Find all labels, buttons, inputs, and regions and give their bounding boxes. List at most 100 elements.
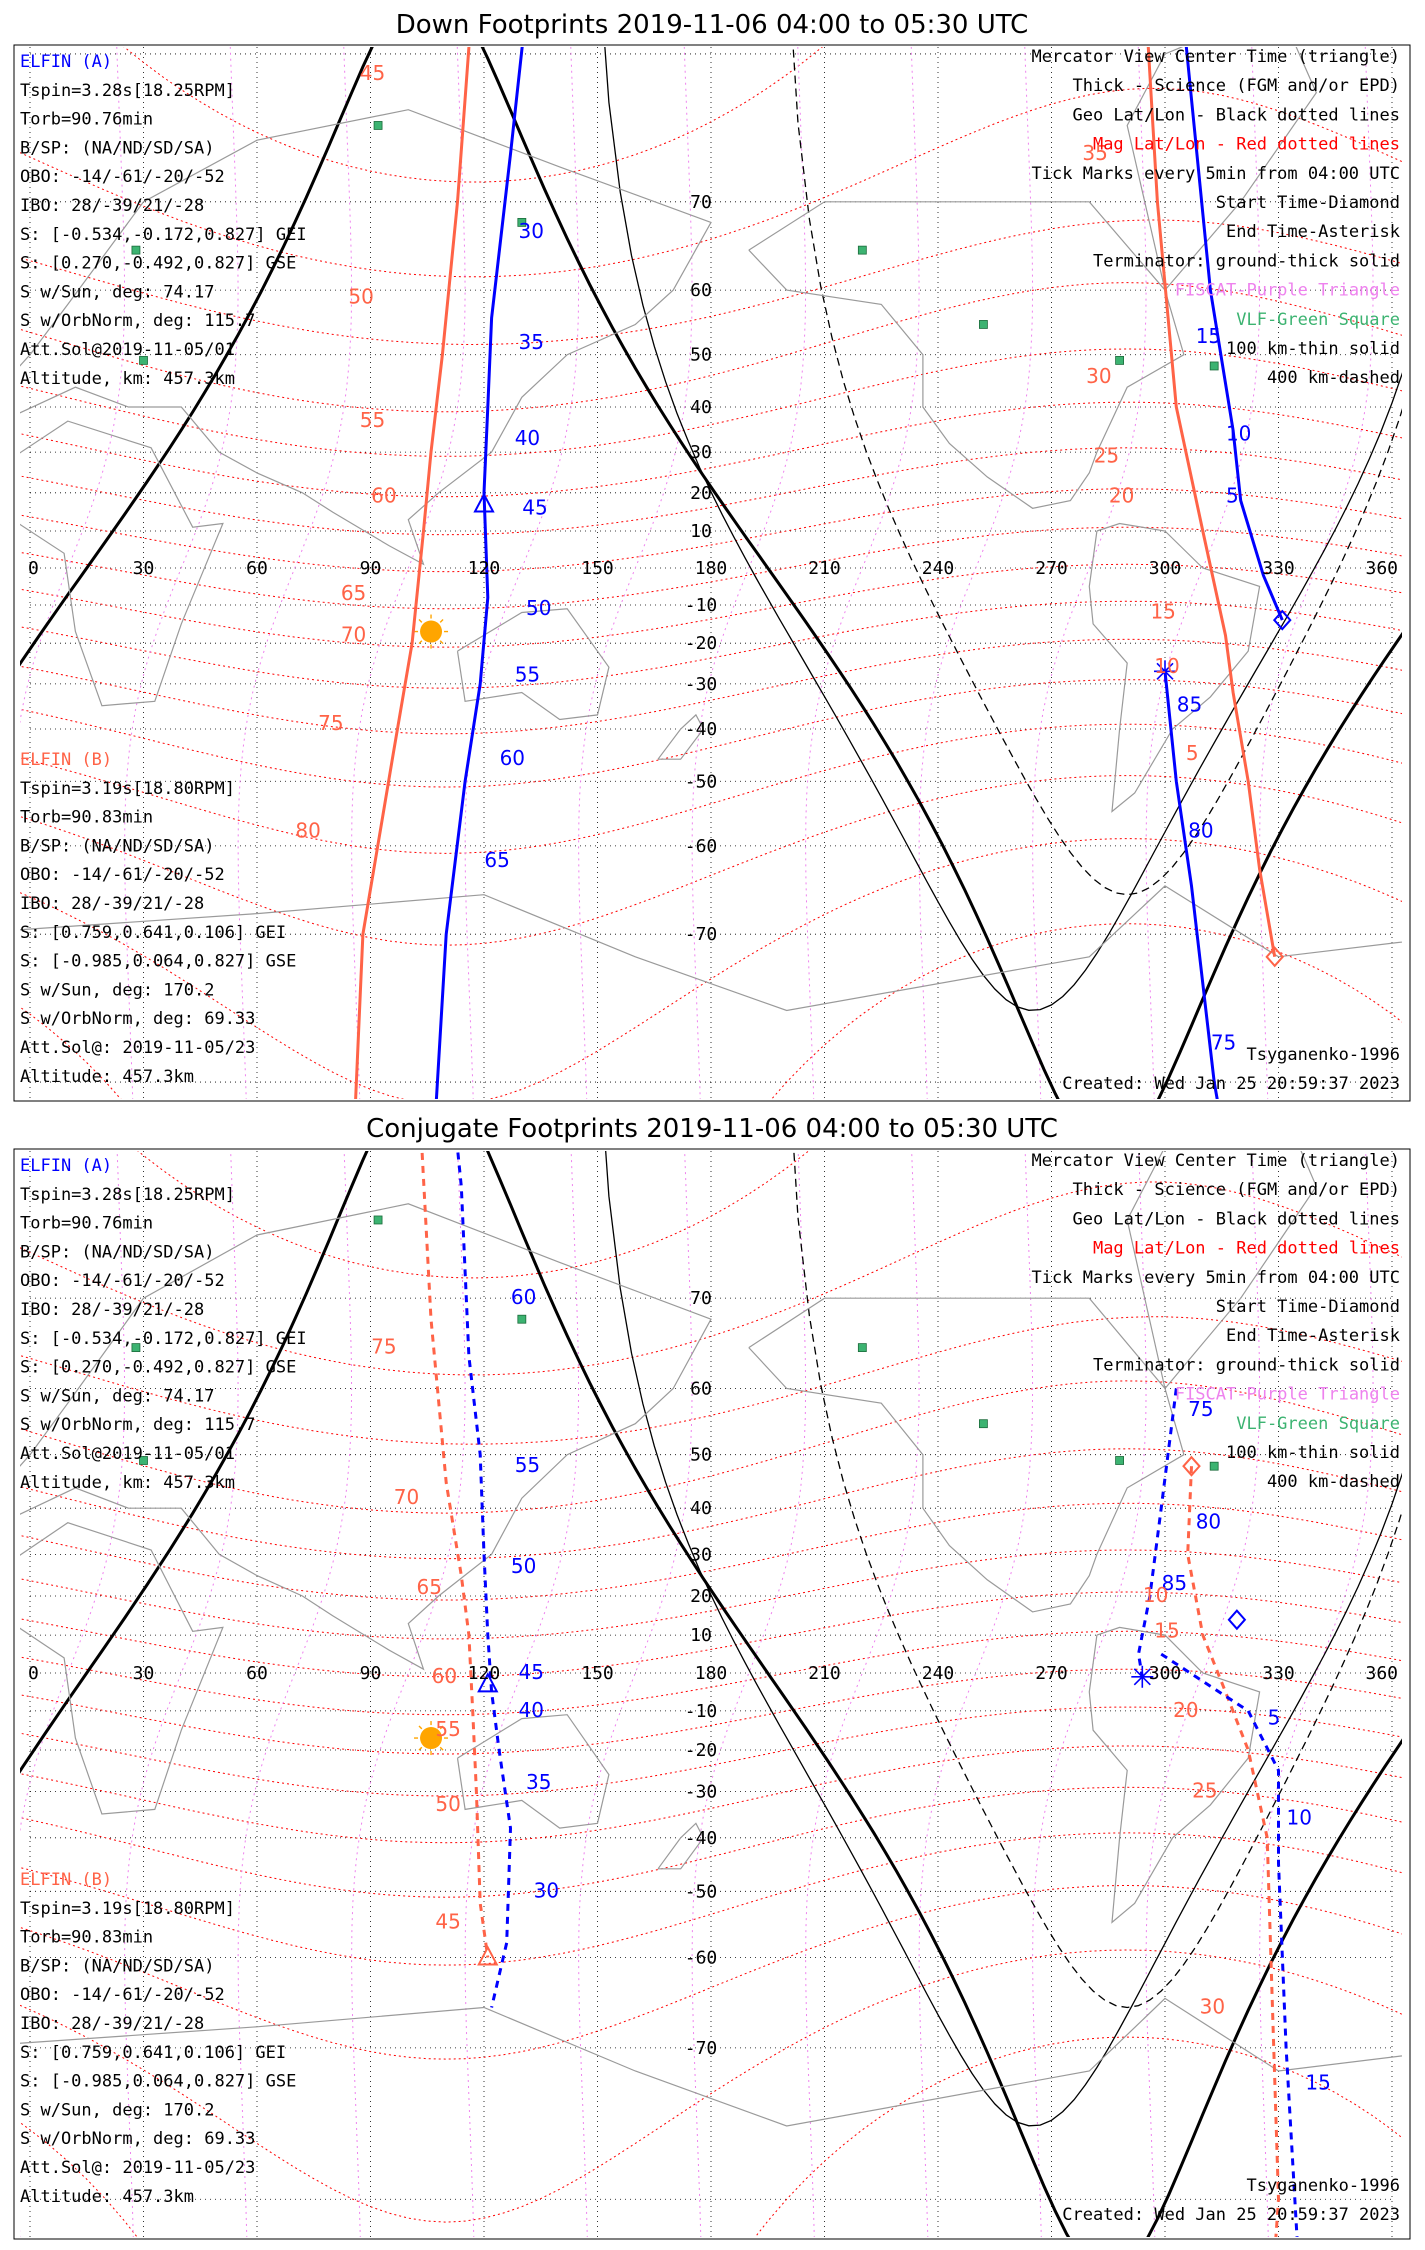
mag-latitude-line xyxy=(20,87,1402,278)
created-label: Created: Wed Jan 25 20:59:37 2023 xyxy=(1062,2205,1400,2225)
elfin-b-start-diamond xyxy=(1182,1455,1201,1477)
elfin-b-tick-label: 15 xyxy=(1154,1618,1179,1642)
elfin-a-center-triangle xyxy=(477,1672,499,1693)
latitude-tick-label: 50 xyxy=(690,345,712,366)
elfin-a-label: ELFIN (A) xyxy=(20,52,112,72)
legend-entry: FISCAT-Purple Triangle xyxy=(1175,281,1400,301)
elfin-a-tick-label: 30 xyxy=(534,1878,559,1902)
panel-frame xyxy=(13,1148,1411,2240)
legend-entry: 400 km-dashed xyxy=(1267,1472,1400,1492)
vlf-station-marker xyxy=(139,356,148,365)
elfin-b-info-line: B/SP: (NA/ND/SD/SA) xyxy=(20,1956,214,1976)
vlf-station-marker xyxy=(979,1419,988,1429)
elfin-b-tick-label: 55 xyxy=(360,408,385,432)
latitude-tick-label: -70 xyxy=(685,2038,718,2059)
elfin-a-info-line: S w/OrbNorm, deg: 115.7 xyxy=(20,1415,255,1435)
coastline xyxy=(20,109,712,566)
elfin-a-tick-label: 80 xyxy=(1188,819,1213,843)
coastline xyxy=(1088,522,1261,813)
latitude-tick-label: 50 xyxy=(690,1445,712,1466)
elfin-a-info-line: S: [-0.534,-0.172,0.827] GEI xyxy=(20,1329,307,1349)
elfin-b-tick-label: 65 xyxy=(341,581,366,605)
mag-latitude-line xyxy=(20,219,1402,346)
legend-entry: Thick - Science (FGM and/or EPD) xyxy=(1072,76,1400,96)
latitude-tick-label: -40 xyxy=(685,719,718,740)
legend-entry: Start Time-Diamond xyxy=(1216,193,1400,213)
longitude-tick-label: 240 xyxy=(922,558,955,579)
elfin-a-tick-label: 45 xyxy=(522,495,547,519)
terminator-ground xyxy=(20,1151,1402,2237)
elfin-b-tick-label: 25 xyxy=(1192,1779,1217,1803)
map-content: 60 55 50 45 40 35 30 75 80 85 5 10 15 75 70 65 60 55 50 45 1… xyxy=(20,1151,1402,2237)
elfin-b-info-line: S w/OrbNorm, deg: 69.33 xyxy=(20,1009,255,1029)
sun-ray xyxy=(439,640,444,645)
elfin-b-info-line: Tspin=3.19s[18.80RPM] xyxy=(20,779,235,799)
legend-entry: Mercator View Center Time (triangle) xyxy=(1032,1151,1400,1171)
elfin-b-info-line: S: [-0.985,0.064,0.827] GSE xyxy=(20,952,296,972)
mag-latitude-line xyxy=(20,1549,1402,1640)
latitude-tick-label: 70 xyxy=(690,1288,712,1309)
elfin-a-info-line: IBO: 28/-39/21/-28 xyxy=(20,196,204,216)
conjugate-footprints-panel: Conjugate Footprints 2019-11-06 04:00 to… xyxy=(13,1114,1411,2240)
elfin-b-label: ELFIN (B) xyxy=(20,750,112,770)
elfin-a-info-line: Tspin=3.28s[18.25RPM] xyxy=(20,1185,235,1205)
mag-latitude-line xyxy=(20,563,1402,648)
elfin-b-tick-label: 35 xyxy=(1082,141,1107,165)
elfin-a-tick-label: 55 xyxy=(515,662,540,686)
elfin-a-info-line: S w/OrbNorm, deg: 115.7 xyxy=(20,311,255,331)
mag-latitude-line xyxy=(20,1884,1402,2060)
legend: Mercator View Center Time (triangle) Thic… xyxy=(1032,1151,1400,1492)
elfin-a-tick-label: 40 xyxy=(515,426,540,450)
elfin-a-tick-label: 35 xyxy=(518,330,543,354)
longitude-tick-label: 120 xyxy=(468,1663,501,1684)
elfin-a-info: Tspin=3.28s[18.25RPM] Torb=90.76min B/SP: … xyxy=(20,1185,307,1493)
coastline xyxy=(456,608,610,721)
mag-latitude-line xyxy=(20,1949,1402,2223)
text-overlay: ELFIN (A) Tspin=3.28s[18.25RPM] Torb=90.7… xyxy=(20,1151,1400,2225)
legend-entry: Geo Lat/Lon - Black dotted lines xyxy=(1072,105,1400,125)
longitude-tick-label: 90 xyxy=(360,1663,382,1684)
elfin-a-label: ELFIN (A) xyxy=(20,1156,112,1176)
elfin-a-info-line: Altitude, km: 457.3km xyxy=(20,1473,235,1493)
longitude-tick-label: 210 xyxy=(808,1663,841,1684)
mag-meridian-line xyxy=(351,47,466,1099)
latitude-tick-label: 30 xyxy=(690,442,712,463)
longitude-tick-label: 90 xyxy=(360,558,382,579)
mag-latitude-line xyxy=(20,447,1402,536)
legend-entry: Mercator View Center Time (triangle) xyxy=(1032,47,1400,67)
mag-latitude-line xyxy=(20,1448,1402,1560)
coastline xyxy=(748,1297,1185,1613)
legend-entry: End Time-Asterisk xyxy=(1226,222,1400,242)
elfin-a-end-asterisk xyxy=(1156,662,1174,680)
longitude-tick-label: 360 xyxy=(1365,1663,1398,1684)
coastline xyxy=(20,1997,1402,2127)
map-layer: 60 55 50 45 40 35 30 75 80 85 5 10 15 75 70 65 60 55 50 45 1… xyxy=(20,1151,1402,2237)
longitude-tick-label: 0 xyxy=(28,558,39,579)
longitude-tick-label: 330 xyxy=(1262,1663,1295,1684)
longitude-tick-label: 300 xyxy=(1149,1663,1182,1684)
longitude-tick-label: 240 xyxy=(922,1663,955,1684)
vlf-station-marker xyxy=(1209,361,1219,371)
latitude-tick-label: -10 xyxy=(685,1701,718,1722)
elfin-b-start-diamond xyxy=(1265,946,1285,968)
elfin-a-tick-label: 85 xyxy=(1162,1571,1187,1595)
coastline xyxy=(657,713,705,760)
latitude-tick-label: 10 xyxy=(690,1625,712,1646)
terminator-400km xyxy=(793,1151,1402,2009)
elfin-b-info-line: OBO: -14/-61/-20/-52 xyxy=(20,1985,225,2005)
sun-ray xyxy=(418,1746,423,1751)
elfin-b-tick-label: 20 xyxy=(1173,1698,1198,1722)
latitude-tick-label: 60 xyxy=(690,280,712,301)
elfin-a-start-diamond xyxy=(1272,609,1292,631)
legend-entry: Mag Lat/Lon - Red dotted lines xyxy=(1093,1239,1400,1259)
vlf-station-marker xyxy=(373,1215,383,1225)
latitude-tick-label: 10 xyxy=(690,521,712,542)
elfin-a-info-line: B/SP: (NA/ND/SD/SA) xyxy=(20,138,214,158)
elfin-a-info-line: S: [-0.534,-0.172,0.827] GEI xyxy=(20,225,307,245)
longitude-tick-label: 60 xyxy=(246,558,268,579)
latitude-tick-label: 30 xyxy=(690,1544,712,1565)
text-overlay: ELFIN (A) Tspin=3.28s[18.25RPM] Torb=90.7… xyxy=(20,47,1400,1094)
latitude-tick-label: -30 xyxy=(685,1782,718,1803)
longitude-tick-label: 150 xyxy=(581,558,614,579)
panel-frame xyxy=(13,44,1411,1102)
